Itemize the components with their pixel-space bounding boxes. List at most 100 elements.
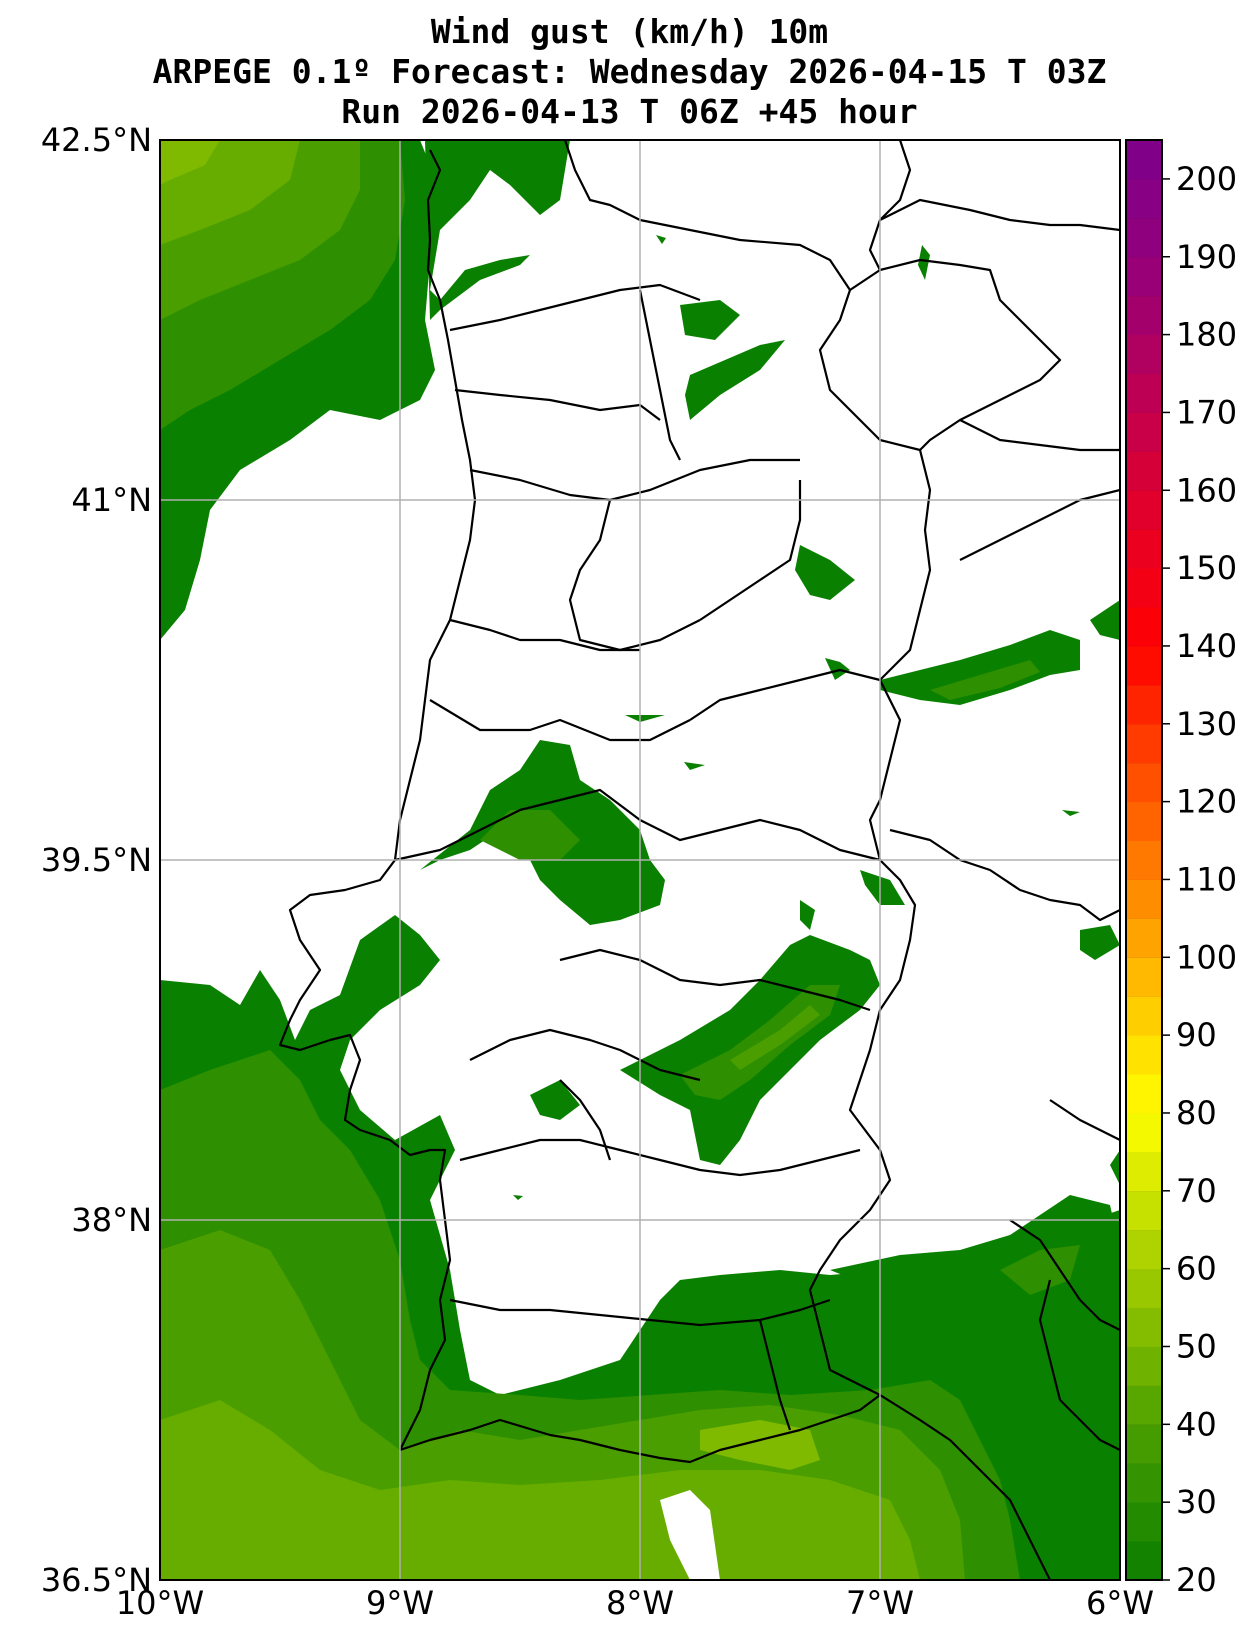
colorbar-label: 40 bbox=[1176, 1405, 1217, 1443]
colorbar-segment-17 bbox=[1126, 879, 1162, 919]
gust-area-east-central-2 bbox=[860, 870, 905, 905]
gust-area-southwest-pale bbox=[160, 1400, 920, 1580]
colorbar-label: 150 bbox=[1176, 549, 1237, 587]
colorbar-label: 130 bbox=[1176, 705, 1237, 743]
gust-area-east-edge bbox=[1090, 600, 1120, 640]
gust-area-east-central-3 bbox=[1080, 925, 1120, 960]
gust-area-small-3 bbox=[684, 762, 705, 770]
colorbar-segment-10 bbox=[1126, 1151, 1162, 1192]
gust-area-north-inland-2 bbox=[685, 340, 785, 420]
colorbar-segment-9 bbox=[1126, 1190, 1162, 1231]
spain-east-lines-2 bbox=[959, 488, 1120, 561]
colorbar-label: 70 bbox=[1176, 1172, 1217, 1210]
y-tick-label: 38°N bbox=[71, 1201, 152, 1239]
portugal-west-coastline bbox=[278, 149, 477, 1451]
colorbar-segment-20 bbox=[1126, 762, 1162, 803]
district-border-6 bbox=[449, 618, 640, 652]
district-border-1 bbox=[449, 283, 701, 332]
gust-area-east-edge-2 bbox=[1110, 1150, 1120, 1185]
gust-area-setubal bbox=[530, 1080, 580, 1120]
gust-area-small-2 bbox=[625, 715, 665, 722]
gust-area-small-5 bbox=[513, 1195, 523, 1200]
colorbar-label: 170 bbox=[1176, 393, 1237, 431]
colorbar-segment-28 bbox=[1126, 451, 1162, 491]
gust-area-eastern-ridge bbox=[880, 630, 1080, 705]
colorbar-segment-25 bbox=[1126, 568, 1162, 608]
gust-area-small-1 bbox=[825, 658, 850, 680]
spain-east-lines bbox=[959, 419, 1120, 452]
colorbar-segment-7 bbox=[1126, 1268, 1162, 1309]
district-border-11 bbox=[639, 818, 881, 862]
x-tick-label: 8°W bbox=[606, 1584, 674, 1622]
portugal-spain-border bbox=[563, 140, 932, 1421]
map-grid bbox=[160, 140, 1120, 1580]
district-border-14 bbox=[459, 1138, 861, 1177]
district-border-17 bbox=[559, 1079, 612, 1161]
colorbar-segment-8 bbox=[1126, 1229, 1162, 1270]
colorbar-frame bbox=[1125, 139, 1163, 1581]
spain-south-lines-3 bbox=[1038, 1279, 1120, 1451]
gust-area-tagus-valley-mid bbox=[480, 810, 580, 860]
colorbar-segment-32 bbox=[1126, 295, 1162, 336]
y-tick-label: 42.5°N bbox=[41, 121, 152, 159]
spain-east-lines-4 bbox=[1049, 1099, 1120, 1141]
colorbar-segment-36 bbox=[1126, 140, 1162, 180]
district-border-10 bbox=[394, 788, 641, 862]
gust-area-minho-coast bbox=[425, 140, 570, 320]
gust-area-north-small bbox=[918, 245, 930, 280]
x-tick-label: 9°W bbox=[366, 1584, 434, 1622]
colorbar-segment-35 bbox=[1126, 178, 1162, 219]
district-border-12 bbox=[559, 948, 871, 1012]
colorbar-segment-31 bbox=[1126, 334, 1162, 375]
colorbar-label: 30 bbox=[1176, 1483, 1217, 1521]
colorbar-label: 60 bbox=[1176, 1250, 1217, 1288]
portugal-south-coastline bbox=[399, 1394, 881, 1464]
x-tick-label: 6°W bbox=[1086, 1584, 1154, 1622]
district-border-2 bbox=[454, 388, 661, 421]
colorbar-label: 20 bbox=[1176, 1561, 1217, 1599]
colorbar-segment-16 bbox=[1126, 918, 1162, 958]
district-border-9 bbox=[689, 668, 881, 721]
district-border-13 bbox=[469, 1028, 701, 1082]
colorbar-label: 80 bbox=[1176, 1094, 1217, 1132]
colorbar-label: 110 bbox=[1176, 860, 1237, 898]
colorbar-segment-0 bbox=[1126, 1541, 1162, 1581]
map-frame bbox=[159, 139, 1121, 1581]
spain-south-lines bbox=[1009, 1219, 1120, 1331]
map-panel bbox=[160, 140, 1120, 1580]
colorbar-segment-24 bbox=[1126, 607, 1162, 647]
spain-north-line bbox=[879, 198, 1120, 232]
colorbar-label: 200 bbox=[1176, 160, 1237, 198]
y-axis-ticks: 42.5°N 41°N 39.5°N 38°N 36.5°N bbox=[41, 121, 152, 1599]
colorbar-segment-13 bbox=[1126, 1035, 1162, 1075]
spain-south-lines-2 bbox=[919, 1419, 1051, 1580]
y-tick-label: 41°N bbox=[71, 481, 152, 519]
colorbar-segment-15 bbox=[1126, 957, 1162, 997]
x-tick-label: 10°W bbox=[116, 1584, 204, 1622]
gust-area-north-dot bbox=[656, 235, 666, 244]
gust-area-eastern-ridge-mid bbox=[930, 660, 1040, 700]
map-title: Wind gust (km/h) 10m ARPEGE 0.1º Forecas… bbox=[0, 12, 1259, 132]
y-tick-label: 39.5°N bbox=[41, 841, 152, 879]
title-line-1: Wind gust (km/h) 10m bbox=[430, 12, 829, 51]
colorbar-segment-27 bbox=[1126, 490, 1162, 530]
title-line-2: ARPEGE 0.1º Forecast: Wednesday 2026-04-… bbox=[152, 52, 1107, 91]
x-tick-label: 7°W bbox=[846, 1584, 914, 1622]
colorbar-segment-26 bbox=[1126, 529, 1162, 569]
x-axis-ticks: 10°W 9°W 8°W 7°W 6°W bbox=[116, 1584, 1154, 1622]
colorbar-segment-6 bbox=[1126, 1307, 1162, 1347]
district-border-16 bbox=[758, 1319, 792, 1431]
colorbar-segment-3 bbox=[1126, 1424, 1162, 1464]
colorbar-segment-29 bbox=[1126, 412, 1162, 452]
colorbar-segment-23 bbox=[1126, 645, 1162, 686]
district-border-8 bbox=[429, 699, 691, 742]
colorbar-segment-5 bbox=[1126, 1346, 1162, 1386]
spain-north-line-2 bbox=[868, 140, 912, 271]
colorbar-segment-4 bbox=[1126, 1385, 1162, 1425]
country-borders bbox=[278, 140, 1120, 1580]
colorbar-label: 120 bbox=[1176, 783, 1237, 821]
colorbar-segment-30 bbox=[1126, 373, 1162, 413]
district-border-5 bbox=[568, 499, 701, 652]
colorbar-segment-1 bbox=[1126, 1502, 1162, 1542]
